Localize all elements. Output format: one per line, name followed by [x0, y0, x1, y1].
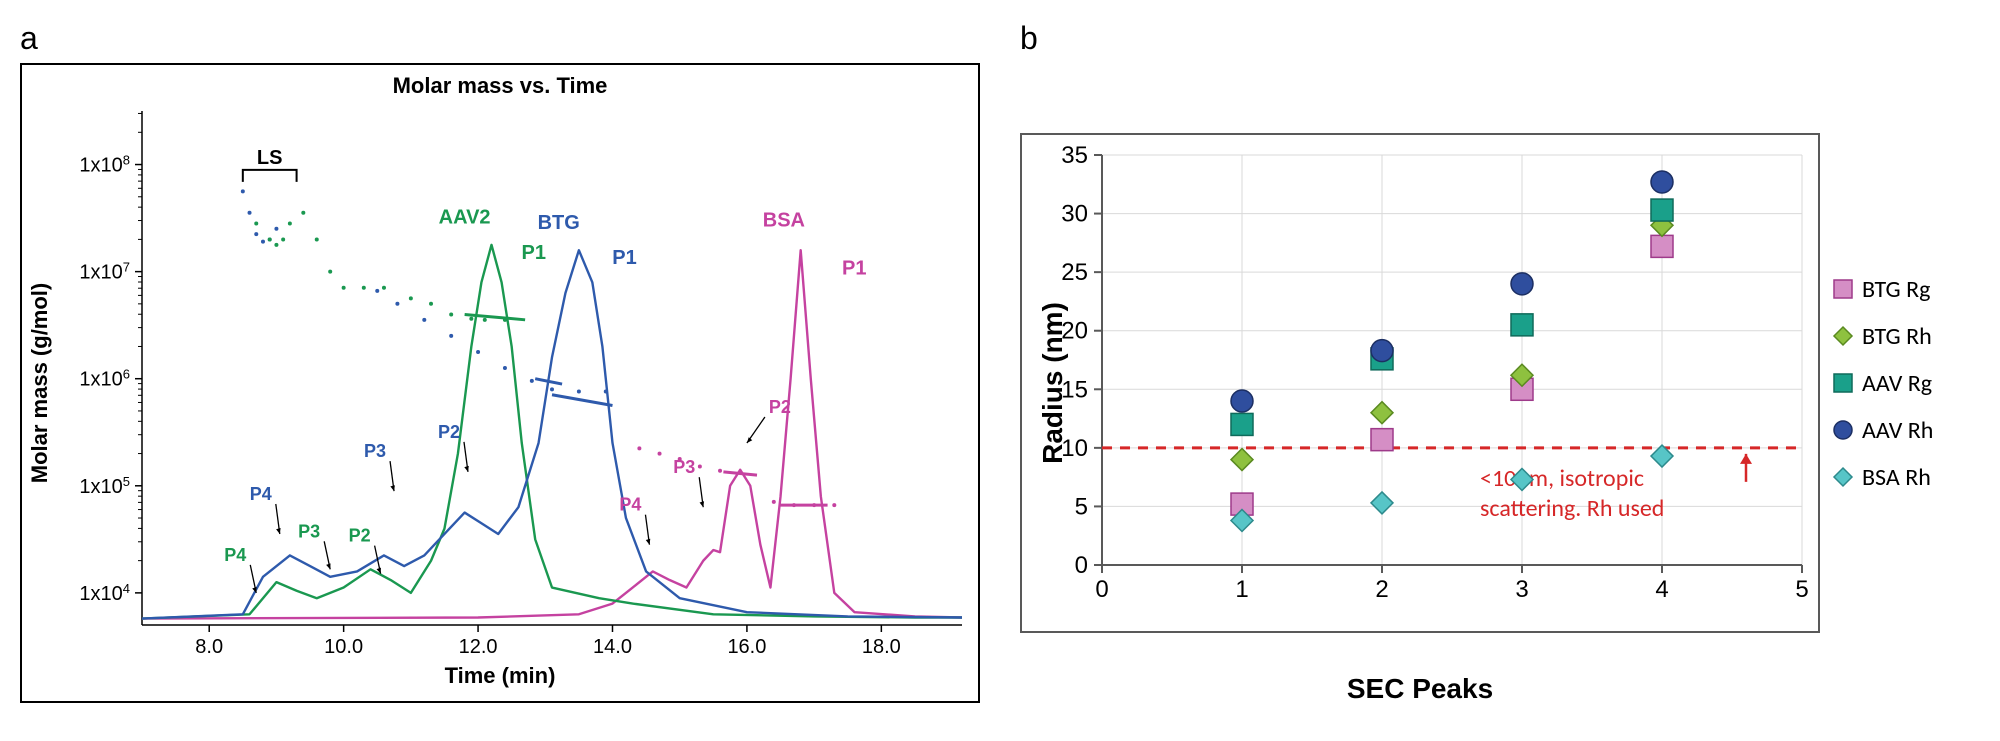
- svg-text:35: 35: [1061, 142, 1088, 169]
- legend-item: BSA Rh: [1832, 463, 1933, 492]
- svg-text:0: 0: [1095, 576, 1108, 603]
- chart-a-frame: Molar mass vs. Time Molar mass (g/mol) T…: [20, 63, 980, 703]
- svg-text:1x108: 1x108: [79, 152, 130, 177]
- chart-a-plot: 1x104 1x105 1x106 1x107 1x108 8.0 10.0 12.0 14.0…: [22, 65, 982, 705]
- panel-b-label: b: [1020, 20, 1933, 57]
- svg-text:P1: P1: [612, 247, 636, 269]
- square-icon: [1832, 278, 1854, 300]
- svg-text:AAV2: AAV2: [439, 206, 491, 228]
- svg-text:P2: P2: [349, 526, 371, 546]
- legend-label: BTG Rg: [1862, 275, 1930, 304]
- chart-b-plot: 05101520253035012345<10nm, isotropicscat…: [1022, 135, 1822, 635]
- square-icon: [1832, 372, 1854, 394]
- legend-item: BTG Rh: [1832, 322, 1933, 351]
- svg-text:1x106: 1x106: [79, 366, 130, 391]
- legend-label: BTG Rh: [1862, 322, 1932, 351]
- svg-text:P3: P3: [364, 441, 386, 461]
- svg-text:25: 25: [1061, 259, 1088, 286]
- svg-text:5: 5: [1075, 493, 1088, 520]
- svg-text:scattering. Rh used: scattering. Rh used: [1480, 494, 1664, 523]
- svg-text:<10nm, isotropic: <10nm, isotropic: [1480, 464, 1644, 493]
- svg-text:BSA: BSA: [763, 210, 805, 232]
- chart-b-xlabel: SEC Peaks: [1347, 673, 1493, 705]
- svg-text:8.0: 8.0: [195, 636, 223, 658]
- svg-text:1x107: 1x107: [79, 259, 130, 284]
- chart-b-legend: BTG Rg BTG Rh AAV Rg AAV Rh BSA Rh: [1832, 275, 1933, 492]
- legend-item: BTG Rg: [1832, 275, 1933, 304]
- chart-b-frame: 05101520253035012345<10nm, isotropicscat…: [1020, 133, 1820, 633]
- svg-text:2: 2: [1375, 576, 1388, 603]
- legend-label: AAV Rh: [1862, 416, 1933, 445]
- diamond-icon: [1832, 466, 1854, 488]
- svg-text:LS: LS: [257, 147, 283, 169]
- svg-text:10.0: 10.0: [324, 636, 363, 658]
- svg-text:0: 0: [1075, 552, 1088, 579]
- panel-a: a Molar mass vs. Time Molar mass (g/mol)…: [20, 20, 980, 703]
- svg-text:P3: P3: [298, 521, 320, 541]
- svg-text:16.0: 16.0: [727, 636, 766, 658]
- svg-text:30: 30: [1061, 201, 1088, 228]
- svg-text:5: 5: [1795, 576, 1808, 603]
- svg-text:18.0: 18.0: [862, 636, 901, 658]
- svg-text:3: 3: [1515, 576, 1528, 603]
- legend-label: AAV Rg: [1862, 369, 1932, 398]
- panel-a-label: a: [20, 20, 980, 57]
- svg-text:P4: P4: [224, 545, 246, 565]
- legend-item: AAV Rg: [1832, 369, 1933, 398]
- svg-text:P2: P2: [769, 397, 791, 417]
- svg-text:P3: P3: [673, 457, 695, 477]
- svg-text:P1: P1: [522, 242, 546, 264]
- panel-b: b 05101520253035012345<10nm, isotropicsc…: [1020, 20, 1933, 633]
- circle-icon: [1832, 419, 1854, 441]
- svg-text:P4: P4: [619, 495, 641, 515]
- svg-text:BTG: BTG: [538, 212, 580, 234]
- svg-text:1: 1: [1235, 576, 1248, 603]
- svg-text:4: 4: [1655, 576, 1668, 603]
- svg-text:14.0: 14.0: [593, 636, 632, 658]
- svg-text:1x105: 1x105: [79, 473, 130, 498]
- chart-b-ylabel: Radius (nm): [1037, 302, 1069, 464]
- legend-label: BSA Rh: [1862, 463, 1931, 492]
- svg-text:P2: P2: [438, 422, 460, 442]
- svg-text:P4: P4: [250, 484, 272, 504]
- svg-text:12.0: 12.0: [459, 636, 498, 658]
- legend-item: AAV Rh: [1832, 416, 1933, 445]
- diamond-icon: [1832, 325, 1854, 347]
- svg-text:1x104: 1x104: [79, 580, 130, 605]
- svg-text:P1: P1: [842, 258, 866, 280]
